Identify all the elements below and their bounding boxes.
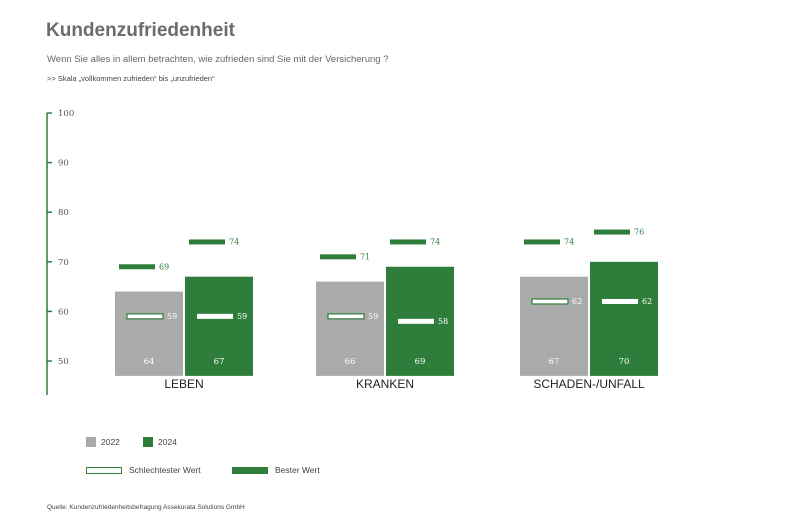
legend-item-best: Bester Wert: [232, 465, 320, 475]
category-label: SCHADEN-/UNFALL: [533, 377, 645, 391]
legend-swatch-worst: [86, 466, 122, 474]
best-marker: [390, 239, 426, 245]
worst-value-label: 58: [438, 317, 448, 326]
scale-note: >> Skala „vollkommen zufrieden“ bis „unz…: [47, 74, 215, 83]
best-marker: [524, 239, 560, 245]
bar-value-label: 70: [619, 357, 630, 367]
bar-value-label: 69: [415, 357, 426, 367]
best-marker: [320, 254, 356, 260]
best-value-label: 69: [159, 262, 169, 271]
chart-title: Kundenzufriedenheit: [46, 20, 235, 41]
best-marker: [594, 229, 630, 235]
bars: [115, 261, 658, 376]
category-label: KRANKEN: [356, 377, 414, 391]
y-tick-label-90: 90: [58, 159, 69, 169]
bar-2024-2: [590, 261, 658, 376]
best-value-label: 71: [360, 252, 370, 261]
category-label: LEBEN: [164, 377, 203, 391]
y-tick-label-70: 70: [58, 258, 69, 268]
worst-marker: [602, 298, 638, 304]
bar-2022-1: [316, 281, 384, 376]
bar-2022-0: [115, 291, 183, 376]
worst-marker: [398, 318, 434, 324]
markers: [119, 229, 638, 324]
bar-2024-0: [185, 276, 253, 376]
y-tick-label-60: 60: [58, 307, 69, 317]
worst-value-label: 62: [572, 297, 582, 306]
y-tick-label-100: 100: [58, 109, 74, 119]
best-value-label: 74: [430, 237, 440, 246]
y-tick-label-80: 80: [58, 208, 69, 218]
worst-value-label: 62: [642, 297, 652, 306]
bar-2022-2: [520, 276, 588, 376]
legend-swatch-2022: [86, 437, 96, 447]
worst-marker: [197, 313, 233, 319]
worst-value-label: 59: [167, 312, 177, 321]
bar-value-label: 67: [214, 357, 225, 367]
legend-item-worst: Schlechtester Wert: [86, 465, 201, 475]
legend-label-best: Bester Wert: [275, 465, 320, 475]
legend-swatch-2024: [143, 437, 153, 447]
labels: 64 59 69 67 59 74 LEBEN 66 59 71 69 58 74 KRANKEN 67 62…: [144, 228, 653, 391]
bar-value-label: 66: [345, 357, 356, 367]
bar-value-label: 64: [144, 357, 155, 367]
legend-label-2024: 2024: [158, 437, 177, 447]
worst-value-label: 59: [368, 312, 378, 321]
legend-label-2022: 2022: [101, 437, 120, 447]
legend-label-worst: Schlechtester Wert: [129, 465, 201, 475]
y-tick-label-50: 50: [58, 357, 69, 367]
legend-item-2022: 2022: [86, 437, 120, 447]
legend-item-2024: 2024: [143, 437, 177, 447]
worst-value-label: 59: [237, 312, 247, 321]
best-value-label: 74: [564, 237, 574, 246]
source-note: Quelle: Kundenzufriedenheitsbefragung As…: [47, 504, 245, 511]
worst-marker: [531, 298, 569, 305]
best-value-label: 76: [634, 228, 644, 237]
best-marker: [189, 239, 225, 245]
bar-value-label: 67: [549, 357, 560, 367]
legend-swatch-best: [232, 466, 268, 474]
best-value-label: 74: [229, 237, 239, 246]
best-marker: [119, 264, 155, 270]
worst-marker: [126, 313, 164, 320]
worst-marker: [327, 313, 365, 320]
y-axis: 50 60 70 80 90 100: [46, 109, 74, 395]
chart-subtitle: Wenn Sie alles in allem betrachten, wie …: [47, 54, 389, 65]
